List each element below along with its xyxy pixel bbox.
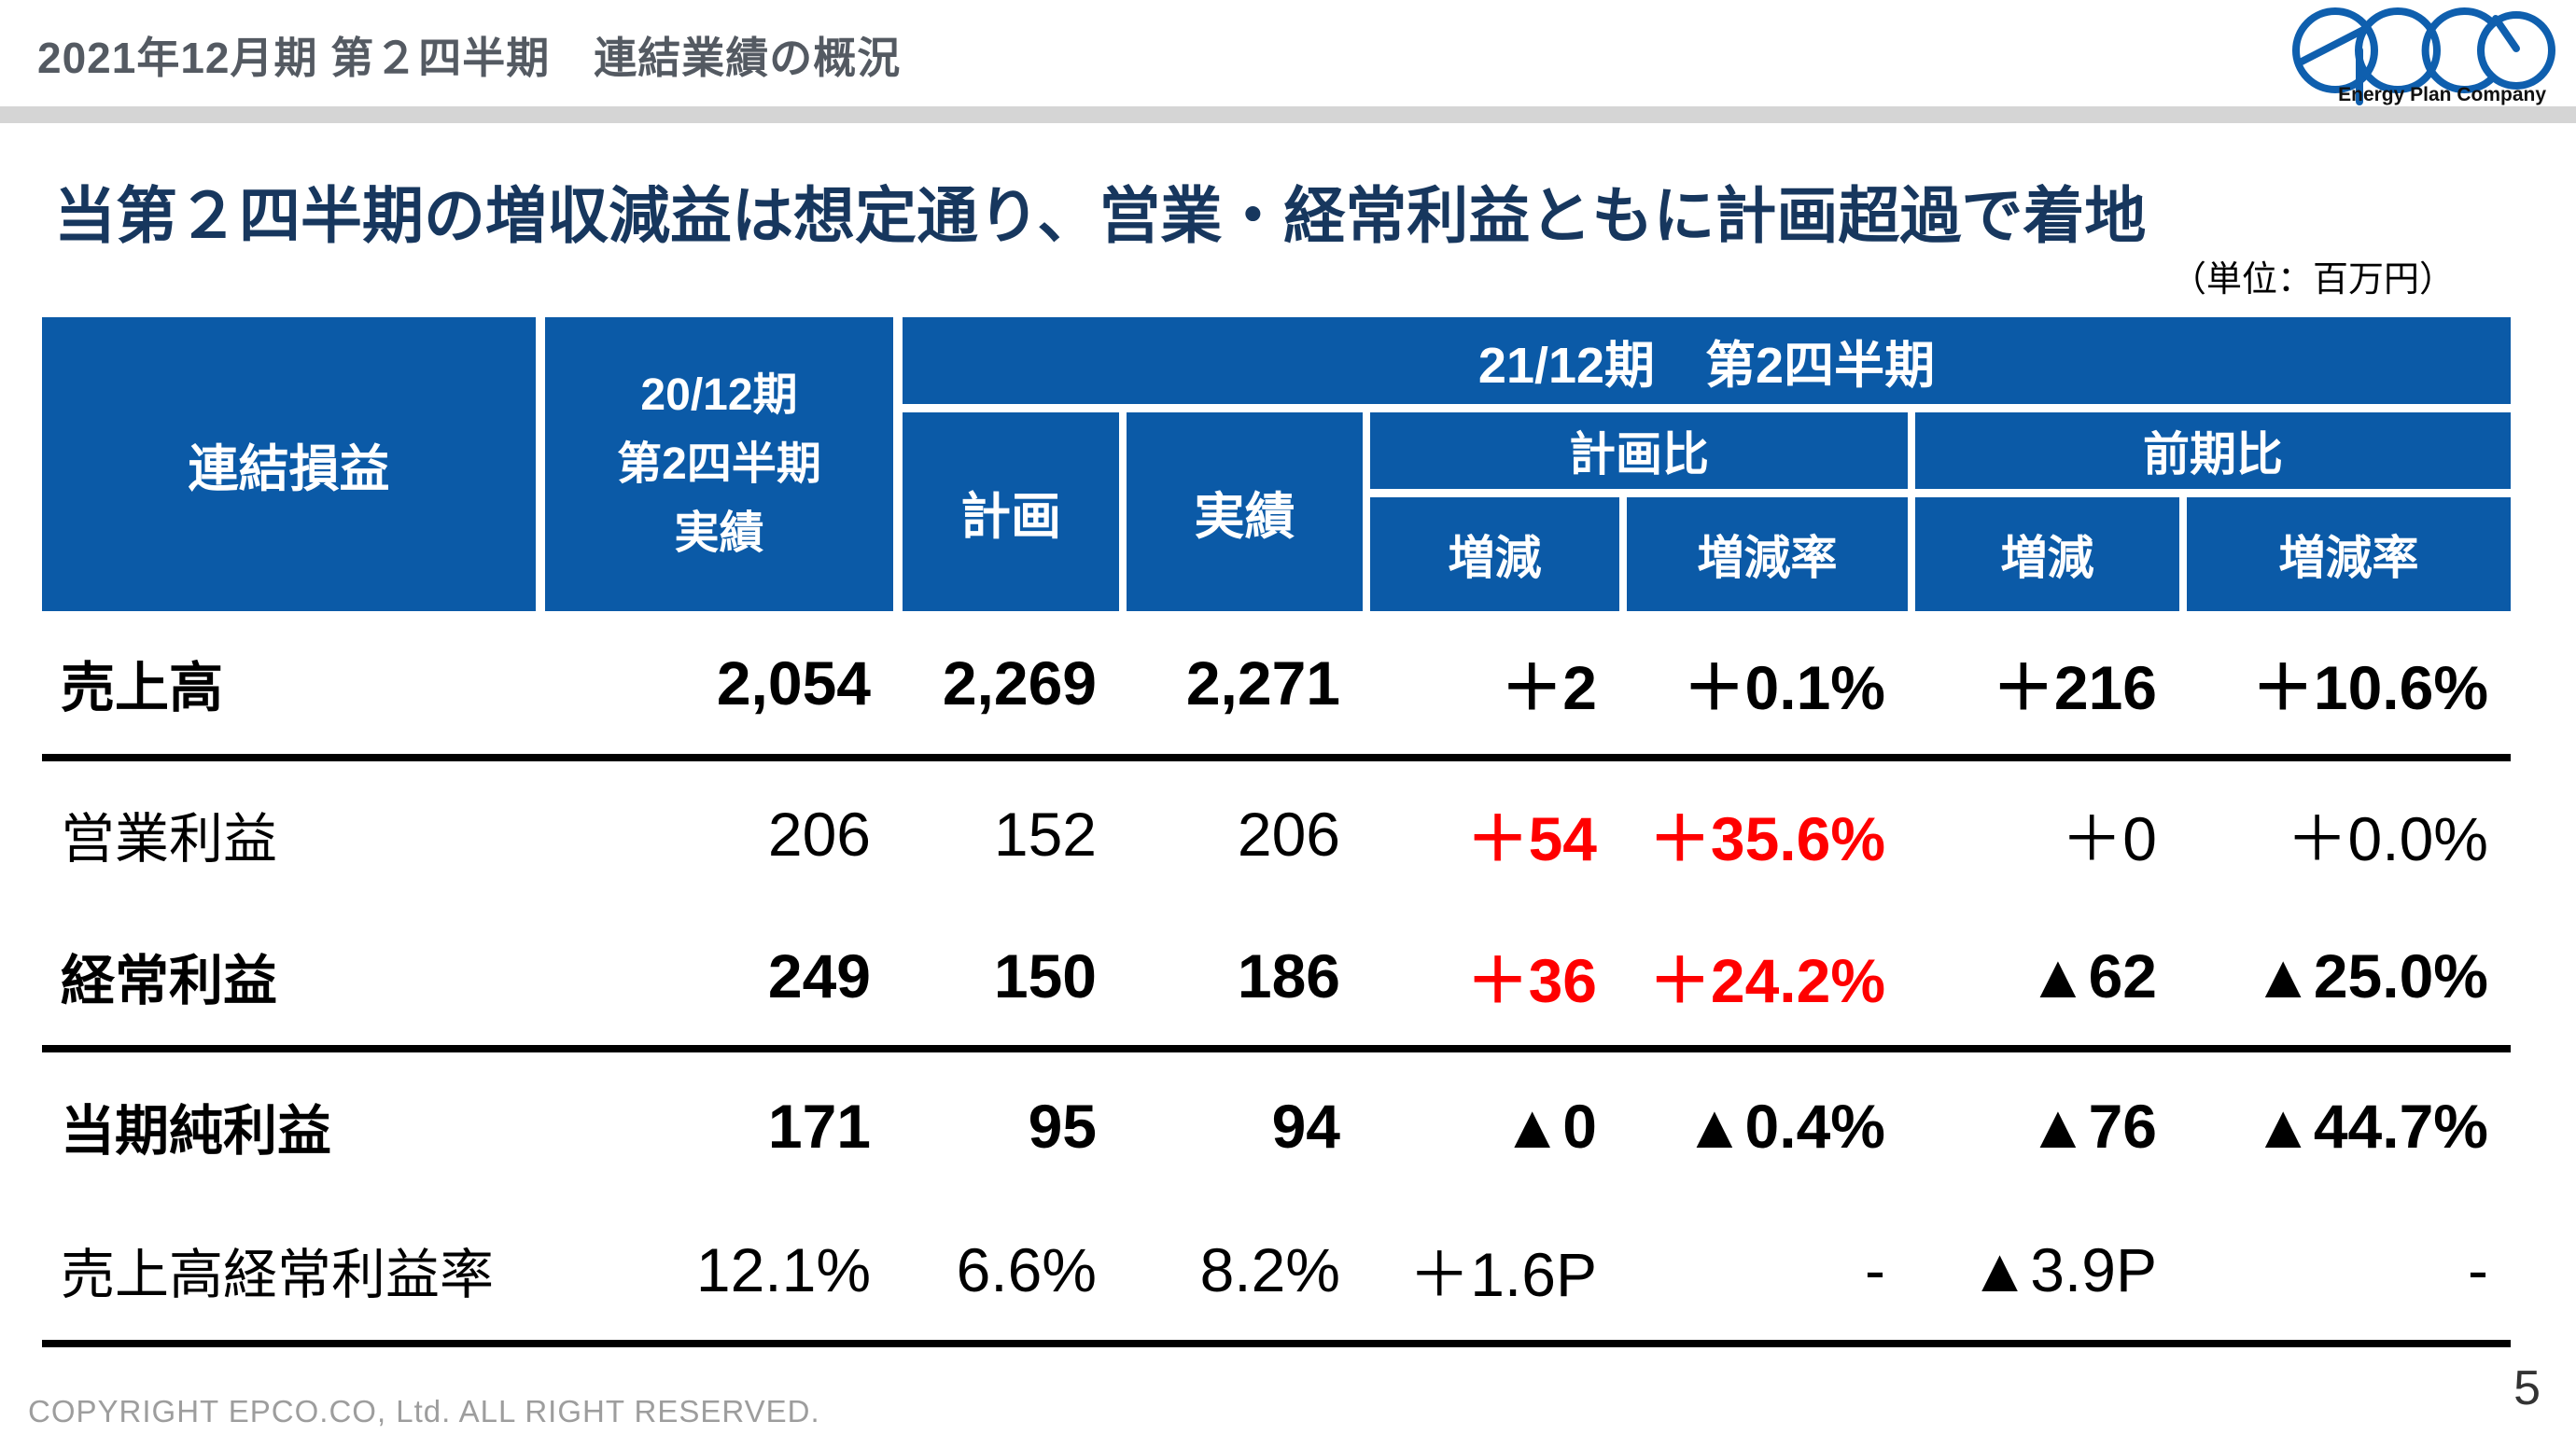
value-cell: 95 bbox=[1028, 1092, 1097, 1161]
value-cell: - bbox=[1865, 1235, 1885, 1304]
slide-header-title: 2021年12月期 第２四半期 連結業績の概況 bbox=[37, 34, 902, 82]
header-cell-vs-plan: 計画比 bbox=[1370, 412, 1908, 489]
prev-period-line1: 20/12期 bbox=[640, 369, 798, 420]
header-cell-prev-period: 20/12期 第2四半期 実績 bbox=[545, 317, 893, 611]
header-cell-actual: 実績 bbox=[1127, 412, 1363, 611]
table-body: 売上高 2,054 2,269 2,271 ＋2 ＋0.1% ＋216 ＋10.6% 営業利益 2… bbox=[42, 611, 2511, 1347]
value-cell: ＋54 bbox=[1466, 804, 1597, 873]
row-label: 当期純利益 bbox=[61, 1101, 332, 1162]
logo-letter-o-tail bbox=[2492, 15, 2520, 52]
value-cell: ＋0.1% bbox=[1683, 652, 1885, 722]
value-cell: ▲76 bbox=[2027, 1092, 2157, 1161]
value-cell: 206 bbox=[1237, 800, 1340, 869]
value-cell: 186 bbox=[1237, 941, 1340, 1010]
value-cell: ＋35.6% bbox=[1648, 804, 1885, 873]
value-cell: 2,269 bbox=[942, 648, 1097, 718]
prev-period-line3: 実績 bbox=[674, 508, 764, 558]
value-cell: 249 bbox=[767, 941, 871, 1010]
header-cell-vs-prev-change-rate: 増減率 bbox=[2187, 497, 2511, 611]
value-cell: ▲3.9P bbox=[1968, 1235, 2157, 1304]
value-cell: ＋216 bbox=[1992, 652, 2157, 722]
table-row: 売上高 2,054 2,269 2,271 ＋2 ＋0.1% ＋216 ＋10.6% bbox=[42, 611, 2511, 761]
header-cell-vs-prev-change: 増減 bbox=[1915, 497, 2179, 611]
logo-letter-o bbox=[2477, 11, 2555, 90]
value-cell: 8.2% bbox=[1199, 1235, 1340, 1304]
logo-letter-e-bar bbox=[2298, 24, 2371, 65]
header-divider-bar bbox=[0, 106, 2576, 123]
value-cell: 171 bbox=[767, 1092, 871, 1161]
value-cell: ＋2 bbox=[1501, 652, 1597, 722]
header-cell-corner: 連結損益 bbox=[42, 317, 536, 611]
headline: 当第２四半期の増収減益は想定通り、営業・経常利益ともに計画超過で着地 bbox=[54, 181, 2147, 250]
table-row: 経常利益 249 150 186 ＋36 ＋24.2% ▲62 ▲25.0% bbox=[42, 907, 2511, 1052]
epco-logo: Energy Plan Company bbox=[2289, 6, 2559, 108]
value-cell: 150 bbox=[993, 941, 1097, 1010]
value-cell: 6.6% bbox=[956, 1235, 1097, 1304]
table-header: 連結損益 20/12期 第2四半期 実績 21/12期 第2四半期 計画 実績 … bbox=[42, 317, 2511, 611]
value-cell: ▲44.7% bbox=[2252, 1092, 2488, 1161]
header-cell-current-period: 21/12期 第2四半期 bbox=[903, 317, 2511, 404]
value-cell: - bbox=[2468, 1235, 2488, 1304]
value-cell: 94 bbox=[1271, 1092, 1340, 1161]
row-label: 営業利益 bbox=[61, 809, 278, 870]
logo-letter-e bbox=[2292, 7, 2378, 93]
value-cell: ▲25.0% bbox=[2252, 941, 2488, 1010]
value-cell: 2,054 bbox=[716, 648, 871, 718]
header-cell-vs-previous: 前期比 bbox=[1915, 412, 2511, 489]
row-label: 売上高 bbox=[61, 657, 224, 718]
row-label: 売上高経常利益率 bbox=[61, 1245, 495, 1305]
value-cell: ▲0 bbox=[1501, 1092, 1597, 1161]
logo-tagline: Energy Plan Company bbox=[2338, 84, 2546, 105]
value-cell: ＋10.6% bbox=[2251, 652, 2488, 722]
prev-period-line2: 第2四半期 bbox=[617, 439, 821, 489]
value-cell: 206 bbox=[767, 800, 871, 869]
results-table: 連結損益 20/12期 第2四半期 実績 21/12期 第2四半期 計画 実績 … bbox=[42, 317, 2511, 1347]
header-cell-vs-plan-change: 増減 bbox=[1370, 497, 1619, 611]
value-cell: ＋0 bbox=[2061, 804, 2157, 873]
epco-logo-mark bbox=[2292, 7, 2555, 105]
value-cell: ＋24.2% bbox=[1648, 946, 1885, 1015]
page-number: 5 bbox=[2513, 1361, 2541, 1415]
value-cell: 12.1% bbox=[695, 1235, 871, 1304]
value-cell: ＋0.0% bbox=[2286, 804, 2488, 873]
table-row: 当期純利益 171 95 94 ▲0 ▲0.4% ▲76 ▲44.7% bbox=[42, 1052, 2511, 1200]
value-cell: ▲0.4% bbox=[1684, 1092, 1885, 1161]
unit-note: （単位：百万円） bbox=[2170, 260, 2455, 300]
value-cell: ＋1.6P bbox=[1408, 1240, 1597, 1309]
value-cell: 2,271 bbox=[1185, 648, 1340, 718]
header-cell-plan: 計画 bbox=[903, 412, 1119, 611]
table-row: 売上高経常利益率 12.1% 6.6% 8.2% ＋1.6P - ▲3.9P - bbox=[42, 1200, 2511, 1347]
header-cell-vs-plan-change-rate: 増減率 bbox=[1627, 497, 1908, 611]
value-cell: 152 bbox=[993, 800, 1097, 869]
row-label: 経常利益 bbox=[61, 951, 278, 1011]
table-row: 営業利益 206 152 206 ＋54 ＋35.6% ＋0 ＋0.0% bbox=[42, 761, 2511, 907]
value-cell: ▲62 bbox=[2027, 941, 2157, 1010]
footer-copyright: COPYRIGHT EPCO.CO, Ltd. ALL RIGHT RESERV… bbox=[28, 1394, 820, 1428]
logo-letter-c bbox=[2421, 7, 2496, 93]
value-cell: ＋36 bbox=[1466, 946, 1597, 1015]
